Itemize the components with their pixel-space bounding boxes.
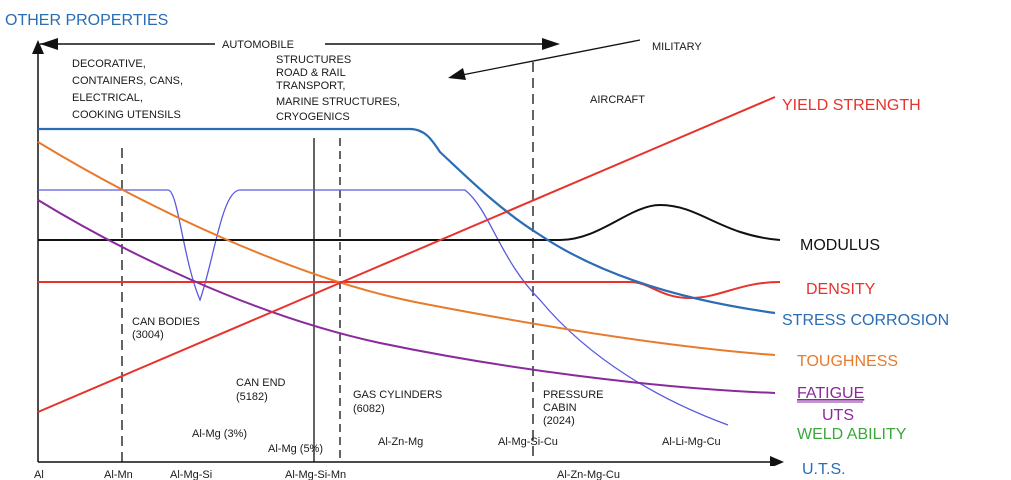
density-curve — [38, 282, 780, 298]
y-axis-arrowhead — [32, 40, 44, 54]
svg-text:CABIN: CABIN — [543, 402, 577, 414]
stress-corrosion-curve — [38, 129, 775, 313]
alloy-al-mg-3: Al-Mg (3%) — [192, 428, 247, 440]
alloy-al-mn: Al-Mn — [104, 469, 133, 480]
military-arrowhead — [448, 68, 466, 80]
svg-text:CAN BODIES: CAN BODIES — [132, 316, 200, 328]
aircraft-region-label: AIRCRAFT — [590, 94, 645, 106]
yield-strength-curve — [38, 97, 775, 412]
yield-strength-label: YIELD STRENGTH — [782, 97, 921, 114]
svg-text:MARINE STRUCTURES,: MARINE STRUCTURES, — [276, 96, 400, 108]
svg-text:(6082): (6082) — [353, 403, 385, 415]
military-label: MILITARY — [652, 41, 702, 53]
modulus-curve — [38, 205, 780, 240]
x-axis-label: U.T.S. — [802, 461, 846, 478]
gas-cylinders-label: GAS CYLINDERS (6082) — [353, 389, 442, 415]
svg-text:PRESSURE: PRESSURE — [543, 389, 604, 401]
alloy-al-zn-mg-cu: Al-Zn-Mg-Cu — [557, 469, 620, 480]
svg-text:CAN END: CAN END — [236, 377, 286, 389]
automobile-label: AUTOMOBILE — [222, 39, 294, 51]
chart-title: OTHER PROPERTIES — [5, 12, 168, 29]
uts-label: UTS — [822, 407, 854, 424]
alloy-al: Al — [34, 469, 44, 480]
alloy-al-mg-5: Al-Mg (5%) — [268, 443, 323, 455]
automobile-arrowhead-right — [542, 38, 560, 50]
svg-text:CRYOGENICS: CRYOGENICS — [276, 111, 350, 123]
decorative-region-label: DECORATIVE, CONTAINERS, CANS, ELECTRICAL… — [72, 58, 183, 121]
fatigue-label: FATIGUE — [797, 385, 864, 402]
density-label: DENSITY — [806, 281, 876, 298]
svg-text:TRANSPORT,: TRANSPORT, — [276, 80, 345, 92]
structures-region-label: STRUCTURES ROAD & RAIL TRANSPORT, MARINE… — [276, 54, 400, 123]
alloy-al-mg-si-cu: Al-Mg-Si-Cu — [498, 436, 558, 448]
svg-text:(2024): (2024) — [543, 415, 575, 427]
stress-corrosion-label: STRESS CORROSION — [782, 312, 949, 329]
alloy-al-mg-si-mn: Al-Mg-Si-Mn — [285, 469, 346, 480]
alloy-al-li-mg-cu: Al-Li-Mg-Cu — [662, 436, 721, 448]
modulus-label: MODULUS — [800, 237, 880, 254]
svg-text:COOKING UTENSILS: COOKING UTENSILS — [72, 109, 181, 121]
weld-ability-label: WELD ABILITY — [797, 426, 907, 443]
alloy-al-mg-si: Al-Mg-Si — [170, 469, 212, 480]
can-end-label: CAN END (5182) — [236, 377, 286, 403]
alloy-al-zn-mg: Al-Zn-Mg — [378, 436, 423, 448]
svg-text:(3004): (3004) — [132, 329, 164, 341]
svg-text:ROAD & RAIL: ROAD & RAIL — [276, 67, 346, 79]
svg-text:ELECTRICAL,: ELECTRICAL, — [72, 92, 143, 104]
pressure-cabin-label: PRESSURE CABIN (2024) — [543, 389, 604, 427]
svg-text:GAS CYLINDERS: GAS CYLINDERS — [353, 389, 442, 401]
automobile-arrowhead-left — [40, 38, 58, 50]
svg-text:CONTAINERS, CANS,: CONTAINERS, CANS, — [72, 75, 183, 87]
can-bodies-label: CAN BODIES (3004) — [132, 316, 200, 341]
svg-text:(5182): (5182) — [236, 391, 268, 403]
toughness-label: TOUGHNESS — [797, 353, 898, 370]
svg-text:STRUCTURES: STRUCTURES — [276, 54, 351, 66]
axis-label-strip — [0, 466, 1011, 480]
svg-text:DECORATIVE,: DECORATIVE, — [72, 58, 146, 70]
